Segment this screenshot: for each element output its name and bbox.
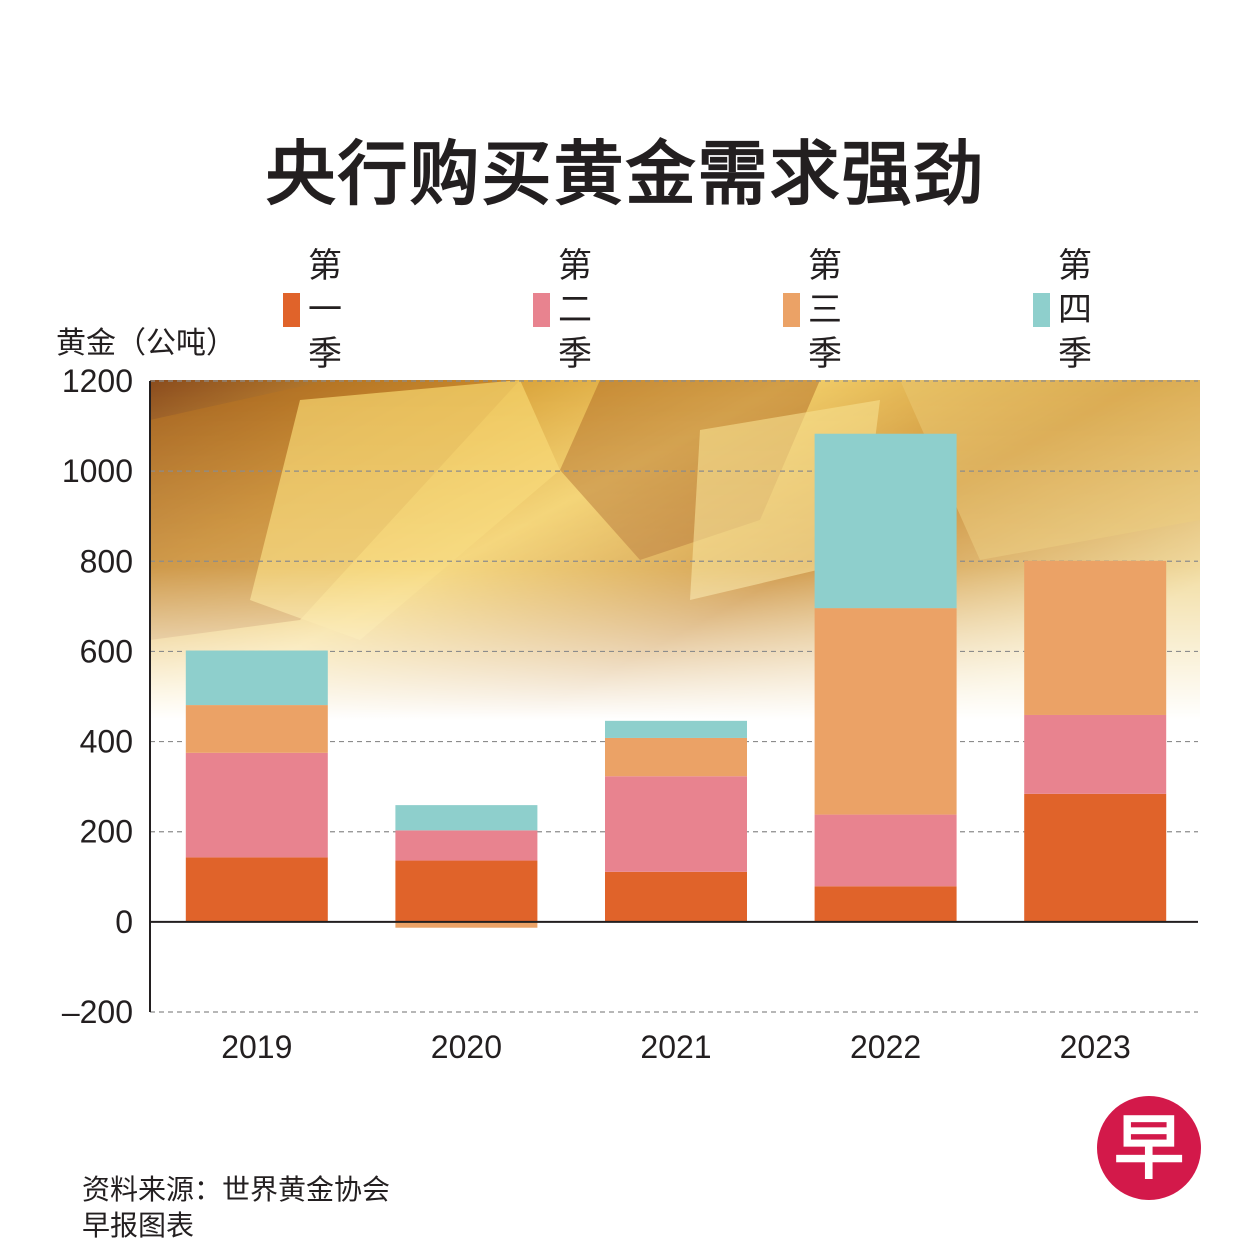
- y-tick-label: 400: [80, 724, 133, 760]
- legend-label-q1: 第一季: [308, 246, 342, 374]
- legend-label-q4: 第四季: [1058, 246, 1092, 374]
- bars-group: [185, 433, 1167, 928]
- y-tick-label: 600: [80, 633, 133, 669]
- bar-segment-2019-q2: [185, 752, 328, 858]
- bar-segment-2019-q4: [185, 650, 328, 706]
- legend-label-q3: 第三季: [808, 246, 842, 374]
- legend-item-q1: 第一季: [283, 244, 359, 376]
- credit-note: 早报图表: [82, 1209, 195, 1242]
- axes: [149, 381, 1198, 1012]
- x-tick-label: 2019: [221, 1029, 292, 1065]
- bar-segment-2023-q1: [1024, 793, 1167, 922]
- legend-swatch-q1: [283, 293, 300, 327]
- bar-segment-2022-q2: [814, 814, 957, 887]
- y-tick-label: –200: [62, 994, 133, 1030]
- y-tick-label: 800: [80, 543, 133, 579]
- y-tick-label: 1200: [62, 363, 133, 399]
- bar-segment-2019-q1: [185, 857, 328, 922]
- y-tick-label: 1000: [62, 453, 133, 489]
- legend-swatch-q4: [1033, 293, 1050, 327]
- bar-segment-2020-q3: [395, 921, 538, 928]
- x-tick-label: 2020: [431, 1029, 502, 1065]
- bar-segment-2020-q4: [395, 805, 538, 831]
- bar-segment-2023-q3: [1024, 560, 1167, 715]
- bar-segment-2023-q2: [1024, 714, 1167, 794]
- legend-swatch-q2: [533, 293, 550, 327]
- y-axis-ticks: 1200 1000 800 600 400 200 0 –200: [62, 363, 133, 1030]
- x-tick-label: 2022: [850, 1029, 921, 1065]
- legend-item-q4: 第四季: [1033, 244, 1109, 376]
- bar-segment-2022-q4: [814, 433, 957, 609]
- y-axis-unit-label: 黄金（公吨）: [56, 326, 236, 361]
- bar-segment-2020-q1: [395, 860, 538, 922]
- bar-segment-2021-q4: [605, 720, 747, 738]
- bar-segment-2020-q2: [395, 830, 538, 861]
- legend-item-q2: 第二季: [533, 244, 609, 376]
- legend-item-q3: 第三季: [783, 244, 859, 376]
- y-tick-label: 200: [80, 814, 133, 850]
- x-tick-label: 2021: [640, 1029, 711, 1065]
- x-axis-ticks: 2019 2020 2021 2022 2023: [221, 1029, 1131, 1065]
- y-tick-label: 0: [115, 904, 133, 940]
- legend-swatch-q3: [783, 293, 800, 327]
- footer: 资料来源：世界黄金协会 早报图表: [82, 1172, 390, 1244]
- bar-segment-2022-q3: [814, 608, 957, 815]
- bar-segment-2021-q1: [605, 871, 747, 922]
- legend-label-q2: 第二季: [558, 246, 592, 374]
- bar-segment-2021-q3: [605, 737, 747, 777]
- bar-segment-2021-q2: [605, 776, 747, 872]
- x-tick-label: 2023: [1060, 1029, 1131, 1065]
- page-title: 央行购买黄金需求强劲: [265, 133, 986, 215]
- zaobao-logo: 早: [1097, 1096, 1201, 1200]
- source-note: 资料来源：世界黄金协会: [82, 1173, 391, 1206]
- bar-segment-2019-q3: [185, 705, 328, 753]
- bar-segment-2022-q1: [814, 886, 957, 922]
